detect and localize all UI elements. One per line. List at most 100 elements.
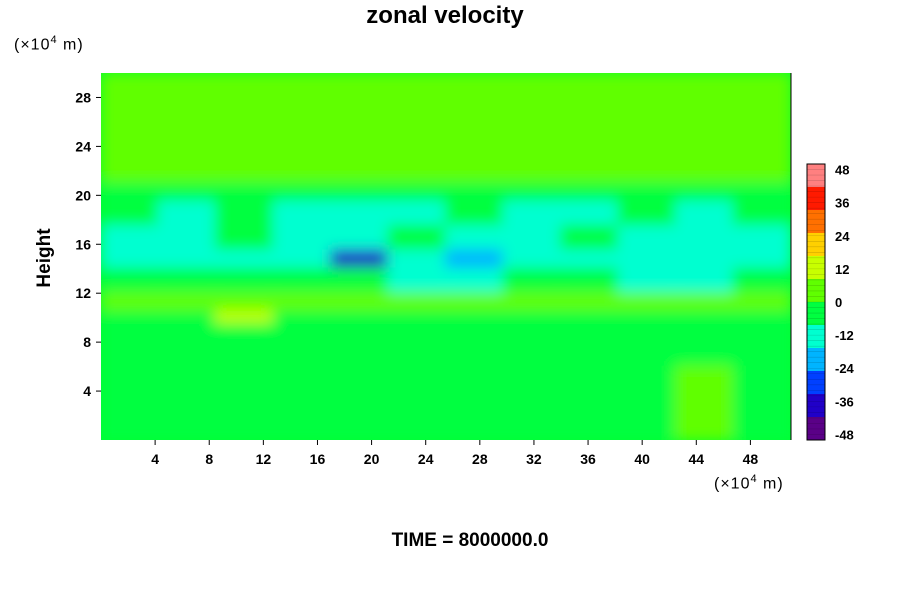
heatmap-cell bbox=[560, 365, 620, 417]
colorbar-segment bbox=[807, 210, 825, 233]
x-tick-label: 36 bbox=[580, 451, 596, 467]
y-tick-label: 28 bbox=[75, 89, 91, 105]
heatmap-cell bbox=[617, 249, 677, 270]
y-axis-title: Height bbox=[34, 228, 55, 288]
heatmap-cell bbox=[560, 292, 620, 313]
heatmap-cell bbox=[157, 310, 217, 325]
heatmap-cell bbox=[502, 322, 562, 368]
heatmap-cell bbox=[732, 267, 791, 295]
heatmap-cell bbox=[272, 292, 332, 313]
heatmap-cell bbox=[272, 224, 332, 252]
heatmap-cell bbox=[675, 310, 735, 325]
x-tick-label: 12 bbox=[256, 451, 272, 467]
heatmap-cell bbox=[732, 200, 791, 227]
heatmap-cell bbox=[330, 249, 390, 270]
heatmap-cell bbox=[272, 414, 332, 440]
heatmap-cell bbox=[101, 310, 160, 325]
heatmap-cell bbox=[215, 322, 275, 368]
heatmap-cell bbox=[675, 73, 735, 185]
heatmap-cell bbox=[502, 267, 562, 295]
heatmap-cell bbox=[330, 73, 390, 185]
heatmap-cell bbox=[617, 224, 677, 252]
heatmap-cell bbox=[445, 292, 505, 313]
heatmap-cell bbox=[675, 414, 735, 440]
heatmap-cell bbox=[560, 267, 620, 295]
heatmap-cell bbox=[732, 182, 791, 203]
heatmap-cell bbox=[272, 249, 332, 270]
heatmap-cell bbox=[215, 249, 275, 270]
x-tick-label: 20 bbox=[364, 451, 380, 467]
heatmap-cell bbox=[330, 182, 390, 203]
heatmap-cell bbox=[560, 182, 620, 203]
heatmap-cell bbox=[387, 73, 447, 185]
y-tick-label: 8 bbox=[83, 334, 91, 350]
heatmap-cell bbox=[387, 182, 447, 203]
x-tick-label: 16 bbox=[310, 451, 326, 467]
heatmap-cell bbox=[675, 322, 735, 368]
heatmap-cell bbox=[445, 322, 505, 368]
colorbar-segment bbox=[807, 394, 825, 417]
heatmap-cell bbox=[502, 224, 562, 252]
heatmap-cell bbox=[330, 224, 390, 252]
heatmap-cell bbox=[101, 365, 160, 417]
heatmap-cell bbox=[502, 249, 562, 270]
heatmap-cell bbox=[215, 365, 275, 417]
heatmap-cell bbox=[445, 365, 505, 417]
colorbar-segment bbox=[807, 302, 825, 325]
heatmap-cell bbox=[617, 73, 677, 185]
heatmap-cell bbox=[732, 414, 791, 440]
heatmap-cell bbox=[445, 414, 505, 440]
heatmap-cell bbox=[732, 365, 791, 417]
heatmap-cell bbox=[272, 200, 332, 227]
x-tick-label: 8 bbox=[205, 451, 213, 467]
heatmap-cell bbox=[387, 200, 447, 227]
heatmap-field bbox=[101, 73, 791, 440]
heatmap-cell bbox=[502, 414, 562, 440]
heatmap-cell bbox=[157, 200, 217, 227]
heatmap-cell bbox=[101, 182, 160, 203]
colorbar-tick-label: -12 bbox=[835, 328, 854, 343]
heatmap-cell bbox=[445, 73, 505, 185]
heatmap-cell bbox=[215, 200, 275, 227]
heatmap-cell bbox=[101, 73, 160, 185]
heatmap-cell bbox=[157, 249, 217, 270]
heatmap-cell bbox=[445, 224, 505, 252]
time-label: TIME = 8000000.0 bbox=[391, 530, 549, 551]
heatmap-cell bbox=[617, 322, 677, 368]
heatmap-cell bbox=[215, 310, 275, 325]
heatmap-cell bbox=[732, 224, 791, 252]
colorbar-tick-label: 36 bbox=[835, 196, 849, 211]
heatmap-cell bbox=[502, 182, 562, 203]
colorbar-tick-label: 24 bbox=[835, 229, 850, 244]
heatmap-cell bbox=[675, 200, 735, 227]
heatmap-cell bbox=[101, 249, 160, 270]
heatmap-cell bbox=[101, 414, 160, 440]
heatmap-cell bbox=[330, 292, 390, 313]
heatmap-cell bbox=[157, 322, 217, 368]
colorbar-tick-label: 0 bbox=[835, 295, 842, 310]
heatmap-cell bbox=[732, 292, 791, 313]
heatmap-cell bbox=[330, 414, 390, 440]
heatmap-cell bbox=[157, 224, 217, 252]
heatmap-cell bbox=[330, 200, 390, 227]
heatmap-cell bbox=[272, 365, 332, 417]
heatmap-cell bbox=[732, 73, 791, 185]
heatmap-cell bbox=[157, 365, 217, 417]
x-tick-label: 28 bbox=[472, 451, 488, 467]
heatmap-cell bbox=[215, 414, 275, 440]
colorbar-segment bbox=[807, 348, 825, 371]
heatmap-cell bbox=[617, 182, 677, 203]
colorbar-tick-label: -48 bbox=[835, 427, 854, 442]
heatmap-cell bbox=[272, 182, 332, 203]
y-tick-label: 16 bbox=[75, 236, 91, 252]
heatmap-cell bbox=[101, 267, 160, 295]
y-tick-label: 20 bbox=[75, 187, 91, 203]
colorbar-segment bbox=[807, 279, 825, 302]
heatmap-cell bbox=[387, 322, 447, 368]
colorbar-tick-label: -24 bbox=[835, 361, 855, 376]
colorbar-segment bbox=[807, 325, 825, 348]
heatmap-cell bbox=[560, 73, 620, 185]
heatmap-cell bbox=[387, 414, 447, 440]
heatmap-cell bbox=[732, 322, 791, 368]
